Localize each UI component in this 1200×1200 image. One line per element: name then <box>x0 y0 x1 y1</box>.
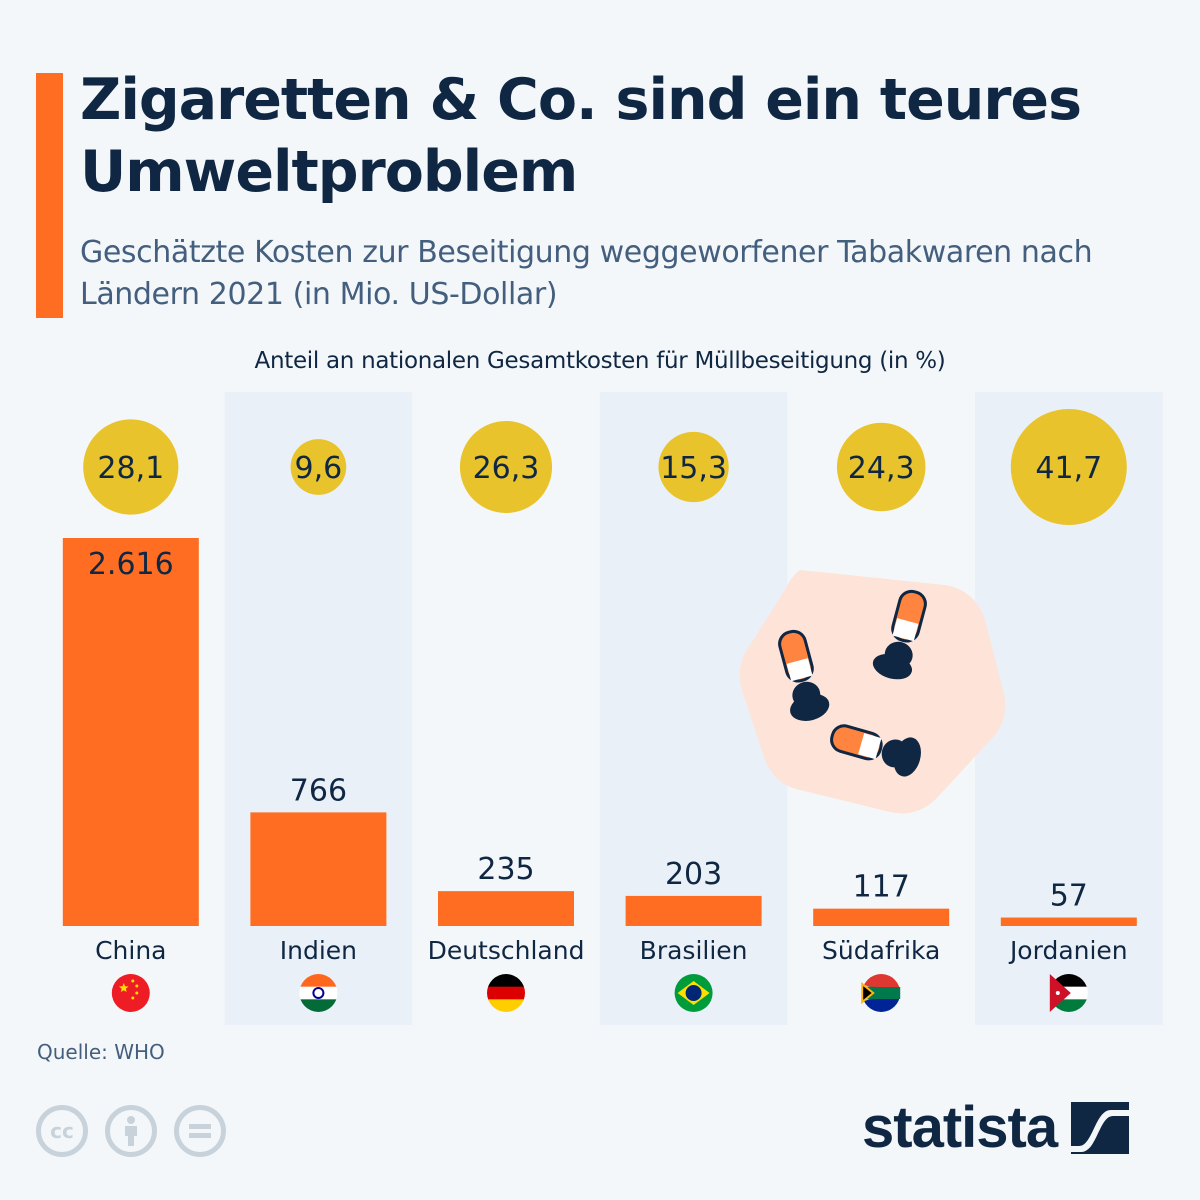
bar <box>62 538 199 926</box>
china-flag <box>111 974 150 1012</box>
flag-triangle <box>861 981 875 1005</box>
bar <box>625 895 762 926</box>
flag-small-star <box>131 979 135 983</box>
category-label: China <box>95 936 166 965</box>
category-label: Jordanien <box>1008 936 1128 965</box>
category-label: Deutschland <box>428 936 585 965</box>
license-icons: cc <box>36 1105 226 1157</box>
statista-logo-icon <box>1071 1102 1130 1154</box>
chart-subtitle: Geschätzte Kosten zur Beseitigung weggew… <box>80 235 1093 312</box>
share-bubble-label: 24,3 <box>848 451 915 486</box>
share-bubble <box>836 422 926 512</box>
statista-logo[interactable]: statista <box>862 1095 1130 1160</box>
bar-value-label: 117 <box>853 870 910 905</box>
cigarette-butts-illustration <box>739 570 1006 814</box>
flag-stripe <box>299 986 338 1000</box>
flag-stripes <box>487 974 525 1012</box>
illustration-hexagon <box>739 570 1006 814</box>
flag-small-star <box>131 996 135 1000</box>
share-bubble-label: 41,7 <box>1035 451 1102 486</box>
flag-stripe <box>299 974 338 988</box>
share-bubble-label: 28,1 <box>97 451 164 486</box>
bar-value-label: 57 <box>1050 879 1088 914</box>
flag-y <box>862 986 901 1000</box>
cigarette-butt-icon <box>872 589 927 680</box>
flag-globe <box>685 985 702 1001</box>
cigarette-butt-icon <box>778 629 830 721</box>
bar-value-label: 2.616 <box>88 547 174 582</box>
jordan-flag <box>1049 974 1088 1012</box>
bar-value-label: 766 <box>290 773 347 808</box>
attribution-icon[interactable] <box>105 1105 157 1157</box>
share-bubble-label: 9,6 <box>295 451 343 486</box>
flag-stripe <box>487 986 525 1000</box>
bar <box>813 908 950 926</box>
flag-stripe <box>862 974 901 984</box>
bubble-caption: Anteil an nationalen Gesamtkosten für Mü… <box>254 348 946 374</box>
flag-stripe <box>487 974 525 988</box>
bar <box>1000 917 1137 926</box>
india-flag <box>299 974 338 1012</box>
category-label: Brasilien <box>640 936 748 965</box>
title-accent-bar <box>36 73 63 318</box>
cc-icon[interactable]: cc <box>36 1105 88 1157</box>
flag-small-star <box>135 984 139 988</box>
bar-value-label: 235 <box>477 852 534 887</box>
flag-triangle <box>1049 974 1071 1012</box>
category-label: Südafrika <box>822 936 940 965</box>
source-label: Quelle: WHO <box>37 1040 165 1064</box>
bar <box>250 812 387 926</box>
bar-value-label: 203 <box>665 857 722 892</box>
flag-chakra <box>312 987 325 999</box>
page-title: Zigaretten & Co. sind ein teures Umweltp… <box>80 67 1082 205</box>
share-bubble <box>658 431 729 503</box>
flag-field <box>111 974 150 1012</box>
share-bubble-label: 15,3 <box>660 451 727 486</box>
share-bubble <box>459 420 553 514</box>
south-africa-flag <box>861 974 901 1012</box>
flag-star <box>119 983 129 992</box>
flag-small-star <box>135 991 139 995</box>
no-derivatives-icon[interactable] <box>174 1105 226 1157</box>
share-bubble <box>1010 409 1127 525</box>
category-label: Indien <box>280 936 357 965</box>
germany-flag <box>487 974 525 1012</box>
cc-label: cc <box>50 1119 74 1143</box>
share-bubble-label: 26,3 <box>473 451 540 486</box>
flag-stripes <box>299 974 338 1012</box>
flag-stripe <box>487 999 525 1012</box>
cigarette-butt-icon <box>830 724 921 777</box>
flag-star <box>1055 991 1060 995</box>
flag-stripe <box>862 1002 901 1012</box>
brazil-flag <box>674 974 713 1012</box>
logo-text: statista <box>862 1095 1058 1160</box>
bar <box>438 891 574 926</box>
share-bubble <box>83 419 179 515</box>
share-bubble <box>290 439 347 495</box>
flag-stripe <box>299 999 338 1012</box>
